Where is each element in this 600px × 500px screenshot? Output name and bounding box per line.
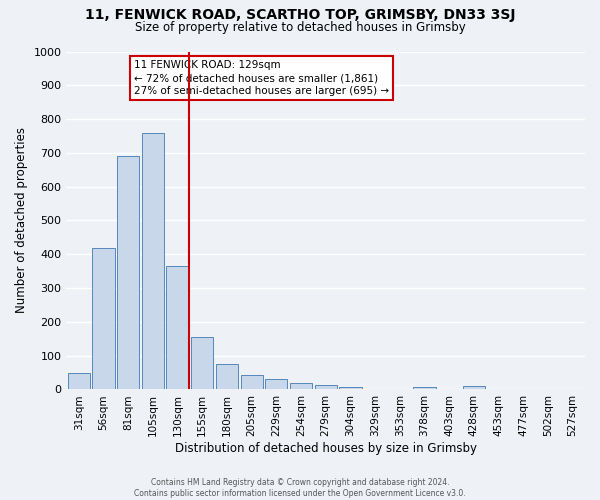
Bar — [290, 384, 312, 390]
Bar — [216, 364, 238, 390]
Bar — [314, 386, 337, 390]
Text: Size of property relative to detached houses in Grimsby: Size of property relative to detached ho… — [134, 21, 466, 34]
Y-axis label: Number of detached properties: Number of detached properties — [15, 128, 28, 314]
Bar — [413, 387, 436, 390]
Bar — [166, 266, 188, 390]
Bar — [68, 372, 90, 390]
Bar — [117, 156, 139, 390]
Bar — [463, 386, 485, 390]
Bar — [339, 387, 362, 390]
Text: 11 FENWICK ROAD: 129sqm
← 72% of detached houses are smaller (1,861)
27% of semi: 11 FENWICK ROAD: 129sqm ← 72% of detache… — [134, 60, 389, 96]
Bar — [191, 337, 214, 390]
Text: 11, FENWICK ROAD, SCARTHO TOP, GRIMSBY, DN33 3SJ: 11, FENWICK ROAD, SCARTHO TOP, GRIMSBY, … — [85, 8, 515, 22]
Bar — [92, 248, 115, 390]
Bar — [265, 380, 287, 390]
Text: Contains HM Land Registry data © Crown copyright and database right 2024.
Contai: Contains HM Land Registry data © Crown c… — [134, 478, 466, 498]
Bar — [142, 132, 164, 390]
Bar — [241, 376, 263, 390]
X-axis label: Distribution of detached houses by size in Grimsby: Distribution of detached houses by size … — [175, 442, 477, 455]
